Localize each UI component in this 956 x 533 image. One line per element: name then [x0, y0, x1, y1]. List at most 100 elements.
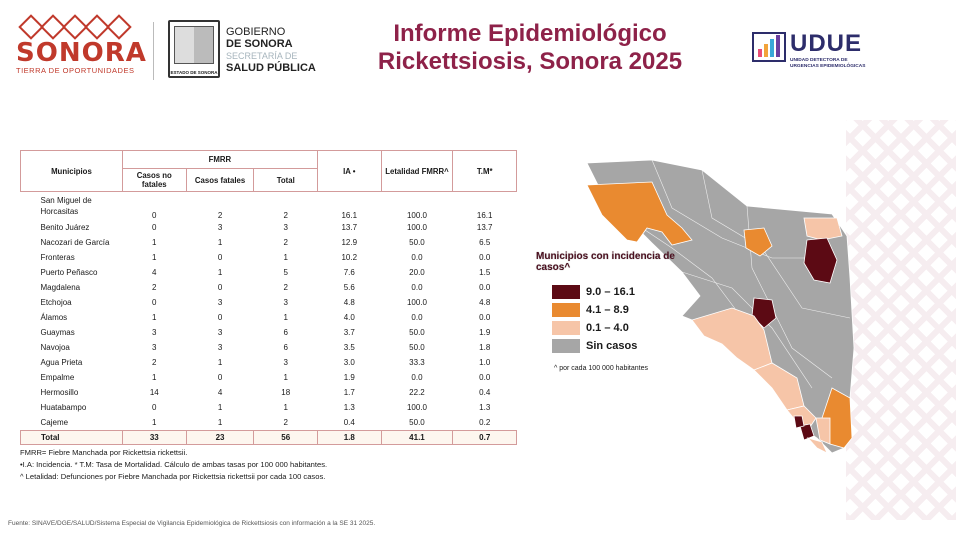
decorative-pattern	[846, 120, 956, 520]
col-ia: IA •	[317, 150, 382, 192]
cell-f: 2	[217, 210, 223, 220]
cell-let: 50.0	[409, 342, 425, 352]
table-row: Álamos 1 0 1 4.0 0.0 0.0	[21, 310, 517, 325]
map-legend: Municipios con incidencia de casos^ 9.0 …	[536, 251, 676, 372]
chart-monitor-icon	[752, 32, 786, 62]
cell-f: 4	[217, 387, 223, 397]
cell-nf: 2	[152, 357, 157, 367]
cell-ia: 0.4	[343, 417, 355, 427]
legend-label: 0.1 – 4.0	[586, 322, 629, 334]
cell-nf: 0	[152, 297, 157, 307]
cell-nf: 3	[152, 327, 157, 337]
map-magdalena	[743, 227, 773, 257]
total-f: 23	[185, 429, 255, 445]
cell-t: 18	[281, 387, 291, 397]
cell-municipio: Guaymas	[40, 327, 75, 337]
cell-tm: 6.5	[479, 237, 491, 247]
cell-ia: 3.0	[343, 357, 355, 367]
cell-tm: 1.9	[479, 327, 491, 337]
cell-municipio: Navojoa	[40, 342, 70, 352]
cell-tm: 1.5	[479, 267, 491, 277]
table-row: San Miguel de Horcasitas 0 2 2 16.1 100.0 16.1	[21, 192, 517, 220]
map-huatabampo	[806, 437, 828, 454]
cell-tm: 4.8	[479, 297, 491, 307]
cell-t: 2	[283, 417, 288, 427]
col-casos-no-fatales: Casos no fatales	[121, 168, 187, 192]
cell-nf: 1	[152, 252, 157, 262]
cell-t: 2	[283, 282, 288, 292]
cell-municipio: Huatabampo	[40, 402, 87, 412]
cell-let: 22.2	[409, 387, 425, 397]
total-let: 41.1	[380, 429, 454, 445]
udue-logo: UDUE UNIDAD DETECTORA DE URGENCIAS EPIDE…	[752, 30, 882, 74]
legend-item: 9.0 – 16.1	[536, 285, 676, 299]
sonora-tagline: TIERRA DE OPORTUNIDADES	[16, 66, 135, 75]
table-row: Etchojoa 0 3 3 4.8 100.0 4.8	[21, 295, 517, 310]
cell-ia: 3.5	[343, 342, 355, 352]
cases-table: Municipios FMRR IA • Letalidad FMRR^ T.M…	[20, 150, 517, 445]
gob-line4: SALUD PÚBLICA	[226, 62, 316, 74]
cell-tm: 0.0	[479, 372, 491, 382]
cell-let: 0.0	[411, 252, 423, 262]
cell-municipio: Agua Prieta	[40, 357, 83, 367]
cell-f: 3	[217, 222, 223, 232]
cell-t: 6	[283, 327, 288, 337]
legend-label: Sin casos	[586, 340, 638, 352]
table-row: Empalme 1 0 1 1.9 0.0 0.0	[21, 370, 517, 385]
cell-f: 3	[217, 327, 223, 337]
cell-nf: 1	[152, 417, 157, 427]
gob-line3: SECRETARÍA DE	[226, 51, 298, 61]
cell-let: 100.0	[406, 297, 427, 307]
legend-title: Municipios con incidencia de casos^	[536, 251, 675, 273]
cell-ia: 1.7	[343, 387, 355, 397]
table-row: Benito Juárez 0 3 3 13.7 100.0 13.7	[21, 220, 517, 235]
cell-tm: 1.3	[479, 402, 491, 412]
map-navojoa	[815, 417, 831, 445]
table-row: Puerto Peñasco 4 1 5 7.6 20.0 1.5	[21, 265, 517, 280]
cell-tm: 0.4	[479, 387, 491, 397]
map-puerto-penasco	[586, 181, 693, 246]
table-row: Huatabampo 0 1 1 1.3 100.0 1.3	[21, 400, 517, 415]
cell-let: 0.0	[411, 282, 423, 292]
cell-f: 0	[217, 282, 223, 292]
cell-f: 1	[217, 402, 223, 412]
cell-nf: 1	[152, 312, 157, 322]
cell-ia: 1.9	[343, 372, 355, 382]
cell-tm: 1.0	[479, 357, 491, 367]
gob-line2: DE SONORA	[226, 38, 293, 50]
udue-sub2: URGENCIAS EPIDEMIOLÓGICAS	[790, 64, 866, 69]
sonora-map	[586, 159, 855, 454]
cell-let: 100.0	[406, 222, 427, 232]
col-letalidad: Letalidad FMRR^	[380, 150, 454, 192]
cell-municipio: Cajeme	[40, 417, 69, 427]
map-nacozari-fronteras	[803, 237, 838, 284]
title-line2: Rickettsiosis, Sonora 2025	[377, 48, 683, 75]
legend-swatch	[552, 303, 580, 317]
note-letalidad: ^ Letalidad: Defunciones por Fiebre Manc…	[20, 472, 326, 481]
page-title: Informe Epidemiológico Rickettsiosis, So…	[340, 20, 720, 76]
cell-ia: 10.2	[341, 252, 358, 262]
cell-nf: 1	[152, 372, 157, 382]
udue-sub1: UNIDAD DETECTORA DE	[790, 58, 848, 63]
map-agua-prieta	[803, 217, 843, 241]
cell-f: 1	[217, 357, 223, 367]
cell-municipio: Magdalena	[40, 282, 81, 292]
cell-f: 1	[217, 237, 223, 247]
cell-tm: 13.7	[476, 222, 493, 232]
total-ia: 1.8	[317, 429, 382, 445]
cell-tm: 16.1	[476, 210, 493, 220]
note-ia: •I.A: Incidencia. * T.M: Tasa de Mortali…	[20, 460, 328, 469]
udue-subtitle: UNIDAD DETECTORA DE URGENCIAS EPIDEMIOLÓ…	[790, 58, 865, 70]
cell-nf: 0	[152, 222, 157, 232]
cell-tm: 0.0	[479, 252, 491, 262]
cell-tm: 1.8	[479, 342, 491, 352]
cell-f: 3	[217, 297, 223, 307]
cell-let: 50.0	[409, 327, 425, 337]
cell-municipio: San Miguel de Horcasitas	[40, 195, 92, 216]
cell-t: 6	[283, 342, 288, 352]
legend-item: 0.1 – 4.0	[536, 321, 676, 335]
legend-swatch	[552, 339, 580, 353]
cell-ia: 7.6	[343, 267, 355, 277]
legend-label: 9.0 – 16.1	[586, 286, 635, 298]
cell-f: 1	[217, 267, 223, 277]
